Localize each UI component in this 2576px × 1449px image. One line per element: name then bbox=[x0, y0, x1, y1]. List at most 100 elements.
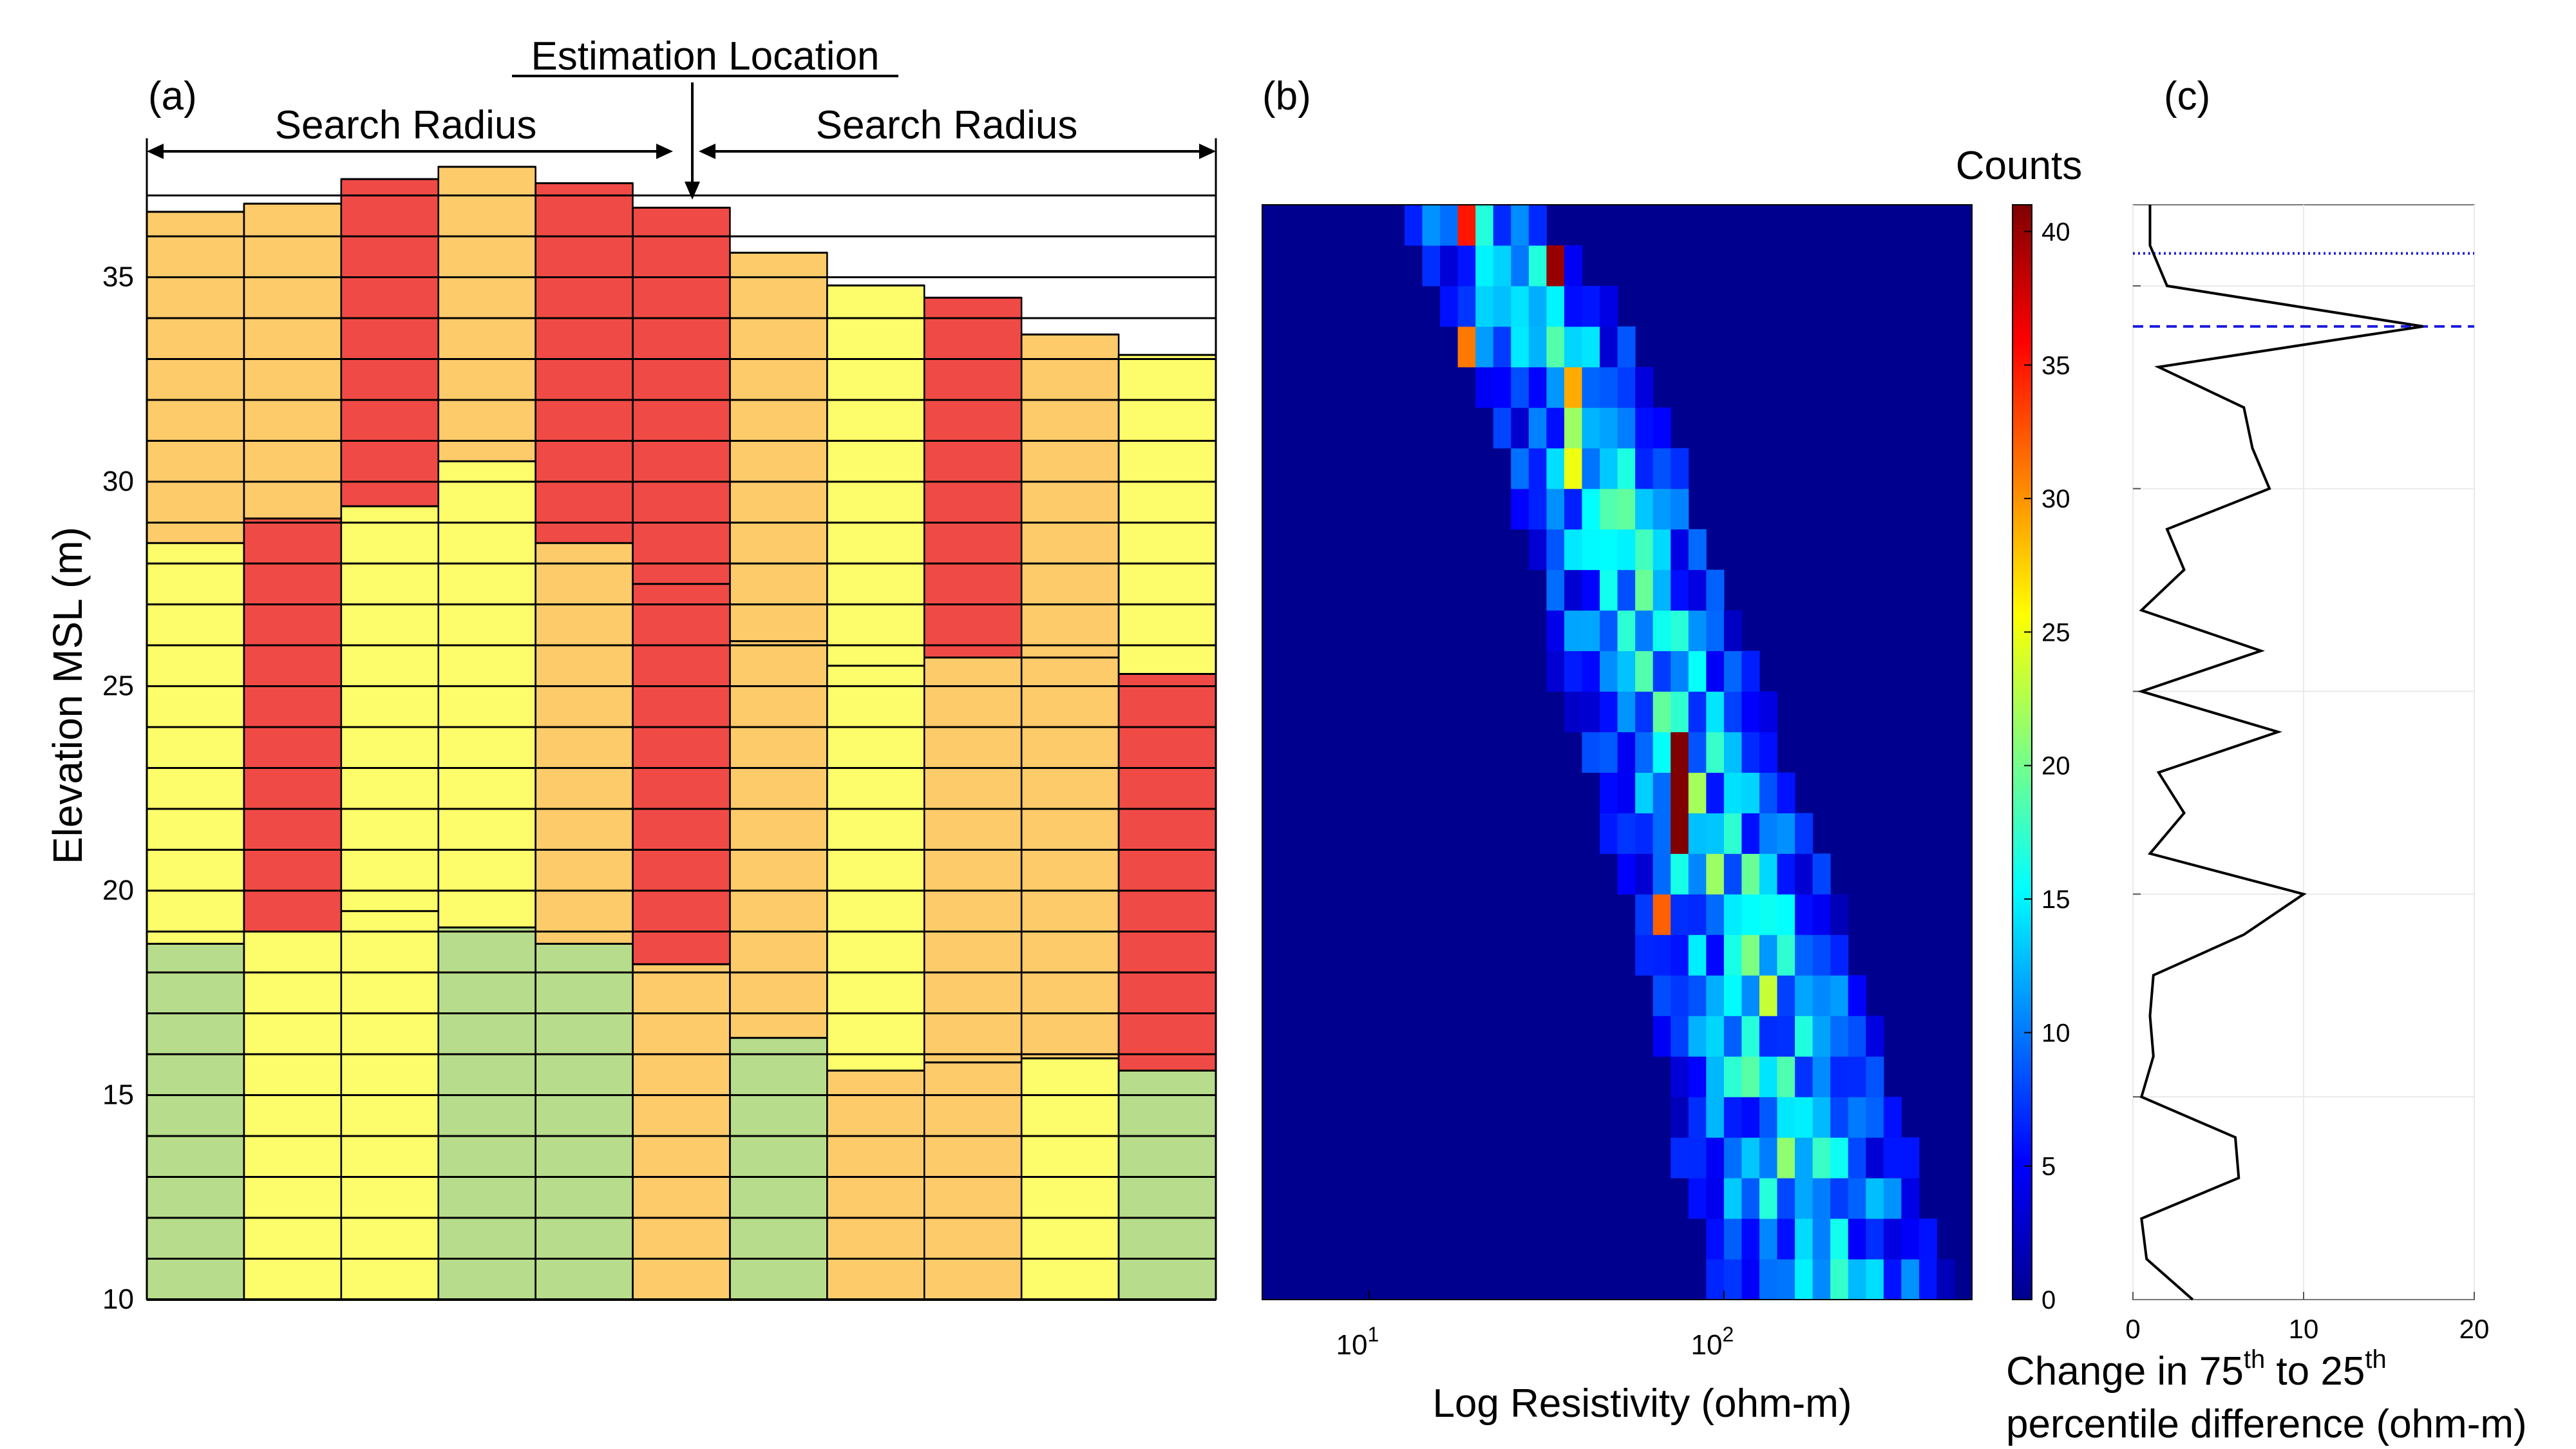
heatmap-cell bbox=[1653, 650, 1671, 692]
layer-segment bbox=[632, 583, 731, 965]
heatmap-cell bbox=[1830, 894, 1849, 935]
estimation-arrow-head bbox=[685, 182, 700, 200]
heatmap-cell bbox=[1528, 245, 1547, 287]
heatmap-cell bbox=[1688, 569, 1707, 611]
heatmap-cell bbox=[1741, 894, 1760, 935]
layer-segment bbox=[729, 1037, 828, 1301]
heatmap-cell bbox=[1866, 1137, 1884, 1179]
heatmap-cell bbox=[1617, 569, 1636, 611]
heatmap-cell bbox=[1848, 1137, 1866, 1179]
heatmap-cell bbox=[1671, 691, 1689, 733]
panel-c-xlabel-line2: percentile difference (ohm-m) bbox=[2006, 1402, 2527, 1446]
heatmap-cell bbox=[1759, 1218, 1778, 1260]
heatmap-cell bbox=[1671, 488, 1689, 530]
heatmap-cell bbox=[1723, 975, 1742, 1016]
heatmap-cell bbox=[1582, 488, 1600, 530]
heatmap-cell bbox=[1600, 569, 1618, 611]
heatmap-cell bbox=[1546, 569, 1565, 611]
heatmap-cell bbox=[1812, 1016, 1831, 1057]
panel-c: (c) 0 10 20 Change in 75th to 25th percent… bbox=[2006, 74, 2527, 1446]
heatmap-cell bbox=[1848, 1056, 1866, 1097]
heatmap-cell bbox=[1653, 691, 1671, 733]
heatmap-cell bbox=[1795, 1056, 1814, 1097]
heatmap-cell bbox=[1901, 1259, 1920, 1300]
heatmap-cell bbox=[1635, 813, 1654, 854]
heatmap-cell bbox=[1600, 366, 1618, 408]
heatmap-cell bbox=[1706, 650, 1725, 692]
heatmap-cell bbox=[1546, 407, 1565, 449]
heatmap-cell bbox=[1671, 853, 1689, 895]
heatmap-cell bbox=[1723, 1016, 1742, 1057]
layer-segment bbox=[243, 517, 343, 933]
heatmap-cell bbox=[1528, 529, 1547, 571]
heatmap-cell bbox=[1475, 326, 1494, 368]
heatmap-cell bbox=[1653, 934, 1671, 976]
heatmap-cell bbox=[1741, 650, 1760, 692]
heatmap-cell bbox=[1812, 1178, 1831, 1219]
layer-segment bbox=[1117, 1070, 1217, 1301]
heatmap-cell bbox=[1546, 366, 1565, 408]
heatmap-cell bbox=[1741, 1097, 1760, 1138]
heatmap-cell bbox=[1830, 1218, 1849, 1260]
heatmap-cell bbox=[1759, 934, 1778, 976]
heatmap-cell bbox=[1883, 1218, 1902, 1260]
heatmap-cell bbox=[1723, 1218, 1742, 1260]
heatmap-cell bbox=[1671, 569, 1689, 611]
heatmap-cell bbox=[1706, 1178, 1725, 1219]
heatmap-cell bbox=[1617, 488, 1636, 530]
layer-segment bbox=[340, 178, 439, 507]
heatmap-cell bbox=[1404, 205, 1423, 246]
heatmap-cell bbox=[1795, 934, 1814, 976]
heatmap-cell bbox=[1635, 853, 1654, 895]
layer-segment bbox=[632, 207, 731, 585]
heatmap-cell bbox=[1723, 610, 1742, 652]
heatmap-cell bbox=[1883, 1178, 1902, 1219]
panel-b-label: (b) bbox=[1262, 74, 1311, 118]
heatmap-cell bbox=[1511, 366, 1530, 408]
heatmap-cell bbox=[1671, 650, 1689, 692]
heatmap-cell bbox=[1546, 285, 1565, 327]
heatmap-cell bbox=[1653, 488, 1671, 530]
heatmap-cell bbox=[1671, 732, 1689, 773]
heatmap-cell bbox=[1582, 407, 1600, 449]
percentile-change-line bbox=[2137, 205, 2423, 1301]
heatmap-cell bbox=[1706, 1016, 1725, 1057]
y-tick-label: 10 bbox=[102, 1283, 134, 1315]
heatmap-cell bbox=[1830, 975, 1849, 1016]
heatmap-cell bbox=[1706, 813, 1725, 854]
y-tick-label: 15 bbox=[102, 1079, 134, 1111]
heatmap-cell bbox=[1582, 529, 1600, 571]
heatmap-cell bbox=[1688, 650, 1707, 692]
heatmap-cell bbox=[1457, 245, 1476, 287]
colorbar-tick-label: 40 bbox=[2041, 218, 2070, 246]
heatmap-cell bbox=[1528, 407, 1547, 449]
heatmap-cell bbox=[1493, 407, 1511, 449]
heatmap-cell bbox=[1777, 1178, 1795, 1219]
heatmap-cell bbox=[1759, 853, 1778, 895]
layer-segment bbox=[437, 166, 536, 462]
heatmap-cell bbox=[1600, 691, 1618, 733]
heatmap-cell bbox=[1617, 853, 1636, 895]
heatmap-cell bbox=[1564, 488, 1582, 530]
layer-segment bbox=[146, 943, 245, 1301]
heatmap-cell bbox=[1564, 366, 1582, 408]
heatmap-cell bbox=[1546, 488, 1565, 530]
heatmap-cell bbox=[1635, 569, 1654, 611]
heatmap-cell bbox=[1546, 610, 1565, 652]
heatmap-cell bbox=[1830, 1137, 1849, 1179]
heatmap-cell bbox=[1671, 448, 1689, 489]
heatmap-cell bbox=[1422, 205, 1441, 246]
heatmap-cell bbox=[1759, 1137, 1778, 1179]
heatmap-cell bbox=[1671, 934, 1689, 976]
heatmap-cell bbox=[1866, 1056, 1884, 1097]
heatmap-frame bbox=[1262, 204, 1973, 1300]
heatmap-cell bbox=[1653, 894, 1671, 935]
colorbar-tick-label: 30 bbox=[2041, 485, 2070, 513]
heatmap-cell bbox=[1671, 813, 1689, 854]
heatmap-cell bbox=[1671, 1097, 1689, 1138]
right-arrow-head bbox=[1199, 144, 1216, 159]
heatmap-cell bbox=[1564, 245, 1582, 287]
heatmap-cell bbox=[1546, 245, 1565, 287]
y-tick-label: 20 bbox=[102, 875, 134, 906]
